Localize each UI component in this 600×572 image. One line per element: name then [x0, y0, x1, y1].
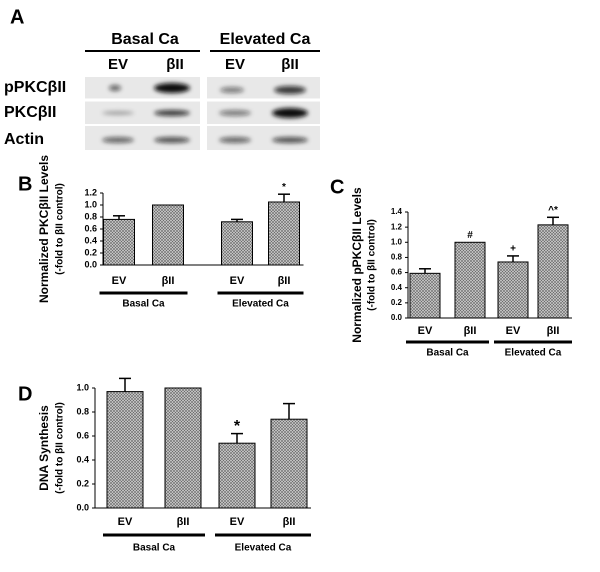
bar: [221, 221, 253, 266]
y-axis-label: Normalized PKCβII Levels: [37, 155, 51, 303]
row-label: pPKCβII: [4, 79, 66, 96]
group-label: Elevated Ca: [505, 348, 562, 359]
y-axis-label: (-fold to βII control): [367, 219, 378, 311]
y-tick-label: 0.6: [76, 430, 89, 440]
annotation: +: [510, 244, 516, 255]
y-tick-label: 0.0: [76, 502, 89, 512]
x-tick-label: βII: [547, 325, 560, 337]
y-axis-label: (-fold to βII control): [55, 402, 66, 494]
panel-letter: A: [10, 6, 24, 28]
y-tick-label: 1.4: [391, 207, 403, 216]
y-tick-label: 0.2: [84, 247, 97, 257]
y-tick-label: 0.8: [84, 211, 97, 221]
bar: [497, 261, 529, 319]
y-tick-label: 0.6: [391, 268, 403, 277]
y-tick-label: 0.6: [84, 223, 97, 233]
x-tick-label: βII: [464, 325, 477, 337]
y-tick-label: 1.2: [84, 187, 97, 197]
x-tick-label: EV: [112, 275, 127, 287]
y-axis-label: Normalized pPKCβII Levels: [350, 187, 364, 343]
lane-label: βII: [166, 56, 184, 73]
y-tick-label: 0.8: [76, 406, 89, 416]
bar: [270, 418, 308, 509]
bar: [164, 387, 202, 509]
bar: [218, 442, 256, 509]
row-label: PKCβII: [4, 104, 56, 121]
bar: [106, 391, 144, 509]
bar: [409, 272, 441, 319]
x-tick-label: EV: [230, 516, 245, 528]
y-tick-label: 0.0: [391, 313, 403, 322]
y-tick-label: 1.0: [391, 237, 403, 246]
y-tick-label: 0.2: [76, 478, 89, 488]
x-tick-label: βII: [177, 516, 190, 528]
x-tick-label: EV: [418, 325, 433, 337]
bar: [537, 224, 569, 319]
group-label: Basal Ca: [133, 543, 176, 554]
x-tick-label: βII: [162, 275, 175, 287]
x-tick-label: EV: [230, 275, 245, 287]
bar: [152, 204, 184, 266]
y-tick-label: 1.0: [84, 199, 97, 209]
bar: [103, 218, 135, 266]
lane-label: EV: [108, 56, 128, 73]
x-tick-label: βII: [278, 275, 291, 287]
row-label: Actin: [4, 131, 44, 148]
lane-label: βII: [281, 56, 299, 73]
y-tick-label: 0.4: [84, 235, 97, 245]
group-label: Basal Ca: [111, 31, 179, 48]
panel-a: [85, 50, 320, 150]
group-label: Elevated Ca: [232, 299, 289, 310]
annotation: *: [234, 418, 241, 435]
group-label: Elevated Ca: [220, 31, 311, 48]
annotation: #: [467, 230, 473, 241]
y-axis-label: DNA Synthesis: [37, 405, 51, 491]
bar: [454, 241, 486, 319]
y-tick-label: 0.2: [391, 298, 403, 307]
x-tick-label: βII: [283, 516, 296, 528]
y-tick-label: 0.8: [391, 253, 403, 262]
y-tick-label: 0.0: [84, 259, 97, 269]
panel-letter: B: [18, 173, 32, 195]
panel-letter: C: [330, 176, 344, 198]
group-label: Basal Ca: [122, 299, 165, 310]
y-axis-label: (-fold to βII control): [55, 183, 66, 275]
annotation: ^*: [548, 205, 558, 216]
y-tick-label: 0.4: [391, 283, 403, 292]
panel-letter: D: [18, 383, 32, 405]
group-label: Elevated Ca: [235, 543, 292, 554]
x-tick-label: EV: [506, 325, 521, 337]
group-label: Basal Ca: [426, 348, 469, 359]
y-tick-label: 1.2: [391, 222, 403, 231]
annotation: *: [282, 182, 286, 193]
lane-label: EV: [225, 56, 245, 73]
bar: [268, 201, 300, 266]
x-tick-label: EV: [118, 516, 133, 528]
bands: [102, 83, 308, 143]
y-tick-label: 0.4: [76, 454, 89, 464]
y-tick-label: 1.0: [76, 382, 89, 392]
